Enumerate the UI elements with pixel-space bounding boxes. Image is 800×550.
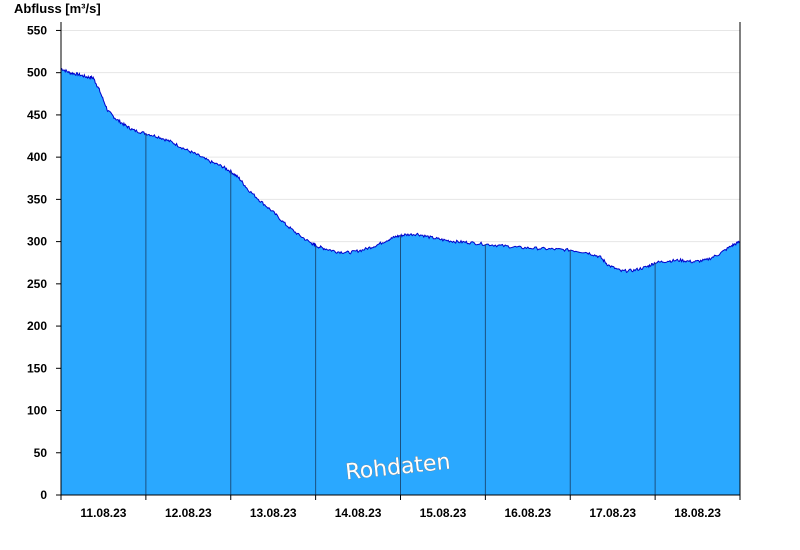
- x-tick-label: 11.08.23: [80, 506, 126, 520]
- x-tick-label: 17.08.23: [589, 506, 636, 520]
- y-tick-label: 250: [27, 277, 47, 291]
- day-separators: [145, 133, 656, 495]
- x-tick-label: 16.08.23: [504, 506, 551, 520]
- x-tick-label: 12.08.23: [165, 506, 212, 520]
- x-tick-label: 15.08.23: [420, 506, 467, 520]
- y-tick-label: 350: [27, 192, 47, 206]
- y-tick-label: 300: [27, 235, 47, 249]
- y-tick-label: 550: [27, 23, 47, 37]
- y-axis-title: Abfluss [m³/s]: [14, 1, 101, 16]
- y-tick-label: 50: [34, 446, 48, 460]
- x-tick-label: 14.08.23: [335, 506, 382, 520]
- x-tick-label: 13.08.23: [250, 506, 297, 520]
- y-ticks: 0 50 100 150 200 250 300 350 400 450 500 550: [27, 23, 61, 502]
- y-tick-label: 200: [27, 319, 47, 333]
- y-tick-label: 0: [40, 488, 47, 502]
- y-tick-label: 100: [27, 404, 47, 418]
- y-tick-label: 400: [27, 150, 47, 164]
- y-tick-label: 450: [27, 108, 47, 122]
- y-tick-label: 150: [27, 361, 47, 375]
- series-line: [60, 68, 741, 273]
- x-ticks: 11.08.23 12.08.23 13.08.23 14.08.23 15.08.23…: [60, 495, 741, 520]
- x-tick-label: 18.08.23: [674, 506, 721, 520]
- y-tick-label: 500: [27, 66, 47, 80]
